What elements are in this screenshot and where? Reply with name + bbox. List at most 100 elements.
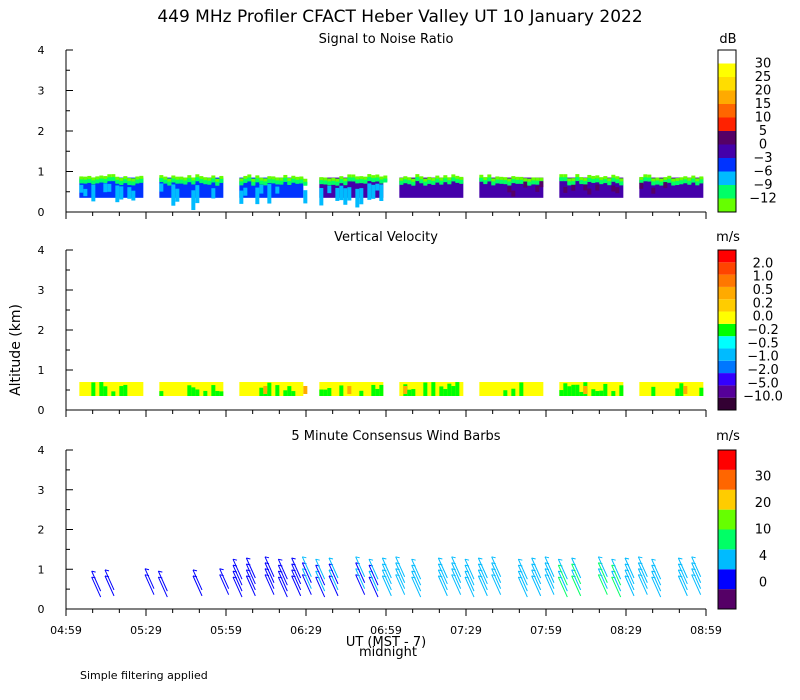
wind-barb <box>277 564 288 586</box>
velocity-colorbar: 2.01.00.50.20.0−0.2−0.5−1.0−2.0−5.0−10.0 <box>717 249 783 411</box>
velocity-cell <box>375 388 380 396</box>
snr-cell <box>383 178 388 183</box>
wind-barb <box>611 564 622 586</box>
wind-barb-feather <box>355 556 360 559</box>
snr-cell <box>219 178 224 183</box>
snr-cell <box>255 178 260 183</box>
snr-cell <box>115 185 120 203</box>
velocity-cell <box>99 382 104 396</box>
velocity-cell <box>519 382 524 396</box>
velocity-cell <box>599 390 604 396</box>
snr-cell <box>91 184 96 202</box>
wind-barb <box>291 575 302 597</box>
velocity-axes: 0 1 2 3 4 <box>38 244 707 417</box>
snr-cell <box>131 190 136 201</box>
wind-barb <box>315 576 326 598</box>
wind-barb-feather <box>638 556 643 559</box>
snr-cell <box>243 187 248 196</box>
velocity-cell <box>371 384 376 396</box>
colorbar-swatch <box>718 549 736 570</box>
colorbar-swatch <box>718 589 736 609</box>
snr-cell <box>647 177 652 182</box>
wind-barb <box>611 570 622 592</box>
wind-barb <box>691 574 702 595</box>
wind-barb <box>368 564 379 586</box>
snr-cell <box>79 179 84 184</box>
snr-cell <box>135 179 140 184</box>
velocity-cell <box>191 387 196 396</box>
wind-barb <box>637 568 648 589</box>
colorbar-label: −2.0 <box>747 363 779 378</box>
velocity-cell <box>379 384 384 396</box>
velocity-cell <box>275 385 280 396</box>
snr-cell <box>211 178 216 183</box>
wind-barb-feather <box>382 557 387 560</box>
snr-cell <box>419 179 424 184</box>
colorbar-swatch <box>718 336 736 349</box>
wind-barb <box>328 575 339 597</box>
y-tick-label: 2 <box>38 324 45 337</box>
velocity-cell <box>411 389 416 396</box>
wind-barb <box>232 564 243 586</box>
figure-title: 449 MHz Profiler CFACT Heber Valley UT 1… <box>157 7 642 27</box>
y-tick-label: 3 <box>38 484 45 497</box>
y-tick-label: 0 <box>38 206 45 219</box>
snr-cell <box>495 179 500 184</box>
snr-cell <box>371 178 376 183</box>
velocity-cell <box>431 382 436 396</box>
y-axis-label: Altitude (km) <box>8 304 24 396</box>
wind-barb <box>637 574 648 595</box>
snr-cell <box>667 178 672 183</box>
velocity-cell <box>291 391 296 396</box>
velocity-cell <box>303 386 308 394</box>
x-tick-label: 06:59 <box>370 624 402 637</box>
snr-cell <box>423 181 428 186</box>
wind-barb <box>571 575 582 597</box>
colorbar-label: 10 <box>755 523 772 538</box>
velocity-cell <box>443 389 448 396</box>
wind-barb <box>277 558 288 580</box>
colorbar-swatch <box>718 385 736 398</box>
wind-barb-feather <box>246 557 251 560</box>
snr-cell <box>351 177 356 182</box>
snr-cell <box>83 188 88 197</box>
wind-barb <box>395 556 406 578</box>
snr-cell <box>187 178 192 183</box>
snr-cell <box>183 180 188 185</box>
wind-barb <box>277 570 288 592</box>
wind-units-label: m/s <box>716 429 740 444</box>
snr-cell <box>571 181 576 186</box>
x-tick-label: 07:59 <box>530 624 562 637</box>
wind-barb-feather <box>544 556 550 559</box>
wind-barb <box>557 576 568 598</box>
velocity-cell <box>159 391 164 396</box>
snr-cell <box>111 177 116 182</box>
wind-barb-feather <box>368 558 374 561</box>
snr-cell <box>447 180 452 185</box>
x-axis-label: UT (MST - 7) <box>346 635 426 650</box>
snr-cell <box>359 179 364 184</box>
snr-cell <box>239 181 244 186</box>
snr-cell <box>439 180 444 185</box>
wind-barb <box>691 556 702 578</box>
wind-barb <box>411 558 422 580</box>
wind-barb <box>451 568 462 589</box>
x-tick-label: 05:59 <box>210 624 242 637</box>
snr-cell <box>571 184 576 191</box>
snr-cell <box>99 178 104 183</box>
snr-cell <box>379 179 384 184</box>
wind-barb <box>315 564 326 586</box>
wind-barb <box>245 563 256 585</box>
velocity-cell <box>267 382 272 396</box>
snr-cell <box>95 179 100 184</box>
snr-cell <box>375 183 380 191</box>
snr-cell <box>615 187 620 194</box>
snr-cell <box>451 177 456 182</box>
wind-barb <box>381 557 392 579</box>
snr-cell <box>675 181 680 186</box>
snr-cell <box>303 190 308 204</box>
snr-cell <box>567 181 572 186</box>
colorbar-frame <box>717 449 737 610</box>
wind-barb <box>291 563 302 585</box>
